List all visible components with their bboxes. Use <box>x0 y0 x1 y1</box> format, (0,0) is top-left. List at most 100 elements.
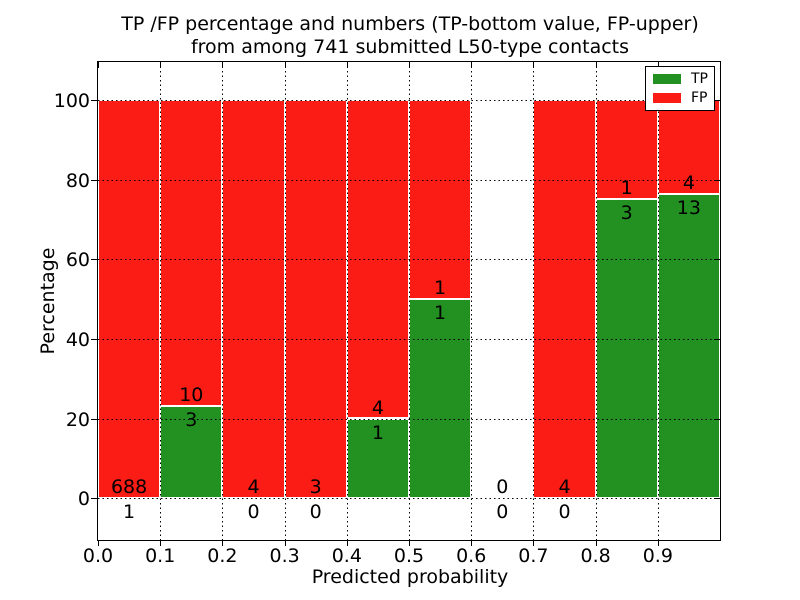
vertical-gridline <box>160 62 162 540</box>
y-tick-mark <box>91 259 97 261</box>
x-tick-mark-top <box>160 62 162 68</box>
fp-bar-segment <box>160 99 223 407</box>
legend-item-tp: TP <box>653 71 708 88</box>
y-tick-label: 0 <box>77 488 90 511</box>
vertical-gridline <box>284 62 286 540</box>
fp-bar-segment <box>533 99 596 499</box>
x-tick-label: 0.0 <box>82 545 114 567</box>
tp-color-swatch <box>653 74 681 85</box>
fp-bar-segment <box>595 99 658 200</box>
vertical-gridline <box>533 62 535 540</box>
fp-count-label: 0 <box>496 476 509 499</box>
x-tick-mark-top <box>657 62 659 68</box>
vertical-gridline <box>346 62 348 540</box>
x-tick-label: 0.5 <box>393 545 425 567</box>
fp-bar-segment <box>409 99 472 299</box>
y-tick-label: 20 <box>65 408 90 431</box>
y-tick-mark <box>91 338 97 340</box>
tp-bar-segment <box>657 193 720 499</box>
fp-count-label: 4 <box>558 476 571 499</box>
fp-bar-segment <box>284 99 347 499</box>
tp-count-label: 0 <box>309 501 322 524</box>
x-tick-mark <box>409 540 410 546</box>
fp-bar-segment <box>222 99 285 499</box>
x-tick-mark <box>284 540 286 546</box>
x-tick-mark-top <box>471 62 473 68</box>
x-tick-mark <box>160 540 162 546</box>
x-tick-mark-top <box>409 62 410 68</box>
y-tick-mark <box>91 179 97 181</box>
x-tick-label: 0.6 <box>456 545 487 567</box>
y-tick-label: 40 <box>65 328 90 351</box>
x-tick-mark-top <box>595 62 597 68</box>
tp-count-label: 1 <box>371 421 384 444</box>
fp-count-label: 4 <box>371 396 384 419</box>
fp-count-label: 1 <box>434 277 447 299</box>
y-tick-mark-right <box>714 498 720 500</box>
x-tick-mark-top <box>98 62 99 68</box>
tp-bar-segment <box>409 299 472 499</box>
plot-area <box>97 61 721 541</box>
legend-item-fp: FP <box>653 89 708 106</box>
y-tick-label: 80 <box>65 169 90 192</box>
chart-title-line2: from among 741 submitted L50-type contac… <box>190 36 630 58</box>
tp-count-label: 0 <box>247 501 260 524</box>
legend: TP FP <box>645 66 715 111</box>
x-tick-mark <box>657 540 659 546</box>
fp-bar-segment <box>98 99 161 499</box>
vertical-gridline <box>409 62 410 540</box>
y-tick-mark-right <box>714 418 720 420</box>
y-tick-mark-right <box>714 179 720 181</box>
tp-count-label: 13 <box>676 196 701 219</box>
x-tick-mark <box>346 540 348 546</box>
y-axis-label: Percentage <box>37 247 59 355</box>
x-tick-mark-top <box>346 62 348 68</box>
vertical-gridline <box>471 62 473 540</box>
chart-title: TP /FP percentage and numbers (TP-bottom… <box>98 13 722 59</box>
x-tick-mark <box>471 540 473 546</box>
tp-bar-segment <box>595 199 658 499</box>
x-axis-label: Predicted probability <box>311 566 509 588</box>
x-tick-mark <box>98 540 99 546</box>
fp-count-label: 688 <box>110 475 148 498</box>
vertical-gridline <box>657 62 659 540</box>
x-tick-label: 0.2 <box>207 545 238 567</box>
x-tick-label: 0.7 <box>518 545 549 567</box>
tp-count-label: 1 <box>123 500 136 523</box>
tp-count-label: 0 <box>496 501 509 524</box>
x-tick-label: 0.9 <box>642 545 673 567</box>
x-tick-mark <box>595 540 597 546</box>
y-tick-mark-right <box>714 338 720 340</box>
y-tick-mark <box>91 498 97 500</box>
fp-count-label: 3 <box>309 476 322 499</box>
fp-count-label: 1 <box>620 177 633 200</box>
y-tick-mark-right <box>714 259 720 261</box>
tp-count-label: 3 <box>185 409 198 432</box>
x-tick-mark <box>222 540 224 546</box>
y-tick-mark <box>91 99 97 101</box>
y-tick-mark <box>91 418 97 420</box>
vertical-gridline <box>222 62 224 540</box>
tp-count-label: 0 <box>558 501 571 524</box>
fp-count-label: 4 <box>682 171 695 194</box>
y-tick-mark-right <box>714 99 720 101</box>
x-tick-label: 0.8 <box>580 545 611 567</box>
legend-label-fp: FP <box>691 89 708 106</box>
tp-bar-segment <box>346 418 409 499</box>
tp-count-label: 1 <box>434 302 447 324</box>
chart-title-line1: TP /FP percentage and numbers (TP-bottom… <box>121 13 699 35</box>
x-tick-label: 0.3 <box>269 545 300 567</box>
x-tick-mark <box>533 540 535 546</box>
x-tick-label: 0.1 <box>145 545 176 567</box>
x-tick-mark-top <box>222 62 224 68</box>
x-tick-mark-top <box>533 62 535 68</box>
tp-count-label: 3 <box>620 202 633 225</box>
x-tick-label: 0.4 <box>331 545 362 567</box>
fp-count-label: 4 <box>247 476 260 499</box>
y-tick-label: 60 <box>65 249 90 272</box>
fp-count-label: 10 <box>179 384 204 407</box>
vertical-gridline <box>595 62 597 540</box>
x-tick-mark-top <box>284 62 286 68</box>
legend-label-tp: TP <box>691 71 708 88</box>
